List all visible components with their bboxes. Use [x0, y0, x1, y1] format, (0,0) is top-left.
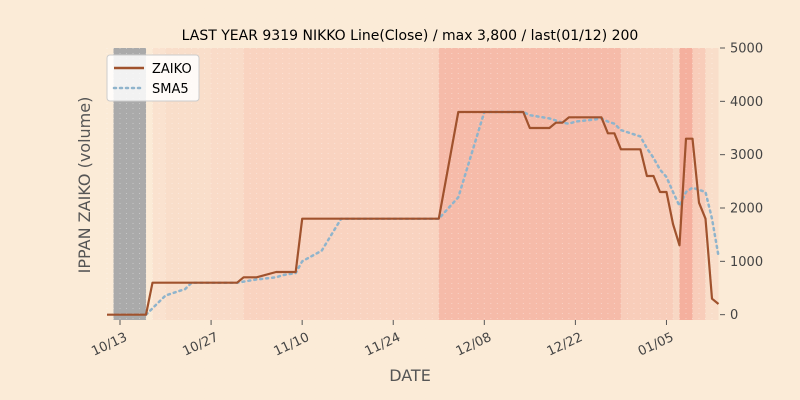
x-axis-label: DATE	[389, 366, 431, 385]
x-tick-label-2: 11/10	[272, 330, 312, 359]
legend-label-sma5: SMA5	[152, 82, 189, 97]
shaded-band-5	[620, 48, 673, 320]
shaded-band-3	[243, 48, 439, 320]
shaded-bands	[113, 48, 719, 320]
y-axis-label: IPPAN ZAIKO (volume)	[75, 97, 94, 274]
series-lines	[107, 110, 720, 316]
legend: ZAIKO SMA5	[106, 54, 200, 102]
y-tick-label-0: 0	[730, 308, 738, 323]
y-tick-label-3: 3000	[730, 148, 763, 163]
y-tick-label-5: 5000	[730, 42, 763, 57]
chart-title: LAST YEAR 9319 NIKKO Line(Close) / max 3…	[182, 28, 639, 44]
shaded-band-8	[692, 48, 706, 320]
y-tick-label-1: 1000	[730, 255, 763, 270]
shaded-band-0	[152, 48, 166, 320]
x-tick-label-6: 01/05	[636, 330, 676, 359]
series-line-sma5	[144, 110, 720, 316]
series-line-zaiko	[107, 110, 720, 316]
plot-area	[106, 48, 720, 320]
x-tick-label-4: 12/08	[454, 330, 494, 359]
shaded-band-4	[438, 48, 621, 320]
x-tick-label-1: 10/27	[180, 330, 220, 359]
shaded-band-7	[679, 48, 693, 320]
legend-box	[106, 54, 200, 102]
y-tick-label-2: 2000	[730, 202, 763, 217]
y-tick-label-4: 4000	[730, 95, 763, 110]
shaded-band-6	[672, 48, 680, 320]
shaded-band-2	[211, 48, 244, 320]
x-tick-label-0: 10/13	[89, 330, 129, 359]
legend-label-zaiko: ZAIKO	[152, 62, 192, 77]
x-tick-label-5: 12/22	[545, 330, 585, 359]
x-tick-label-3: 11/24	[363, 330, 403, 359]
